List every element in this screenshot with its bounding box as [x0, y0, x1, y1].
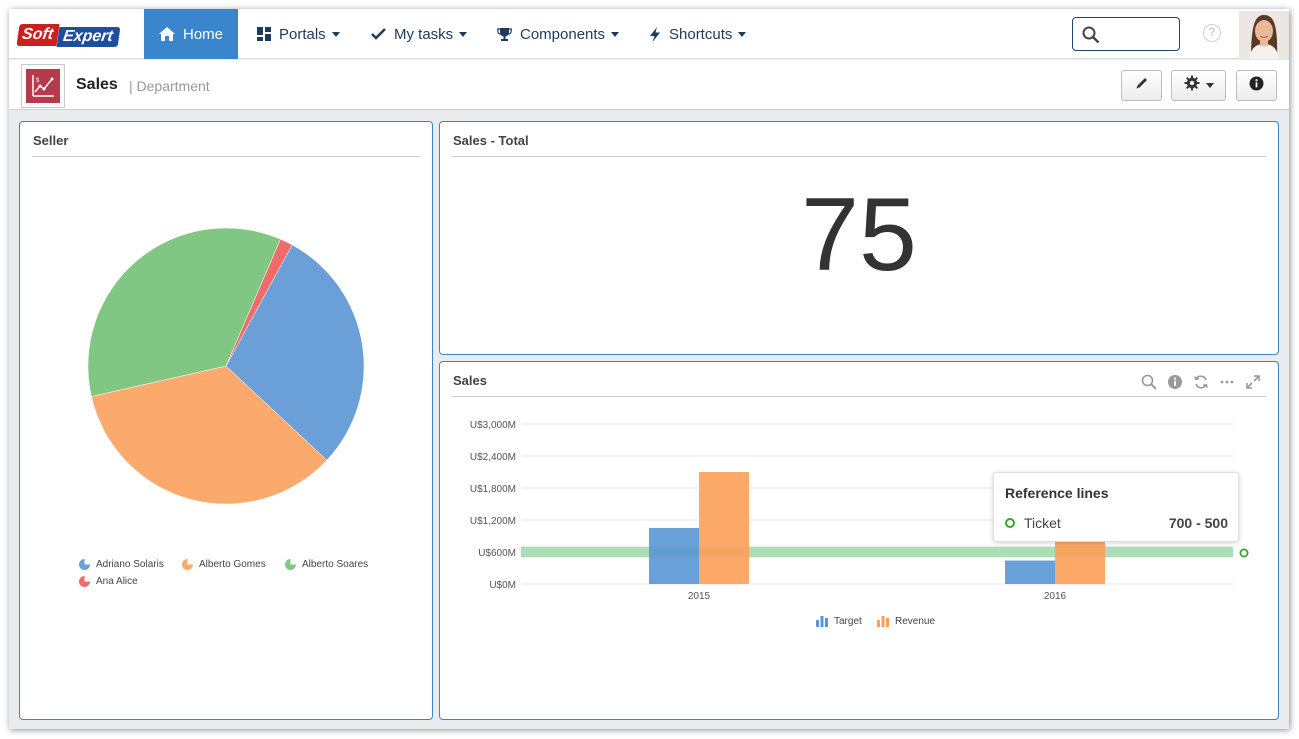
- app-window: Soft Expert Home Portals My tasks: [9, 9, 1289, 729]
- bar-chart-icon: [877, 615, 889, 627]
- gear-icon: [1184, 75, 1200, 96]
- bar-legend-label: Target: [834, 615, 862, 627]
- reference-line-marker: [1239, 548, 1249, 558]
- nav-components[interactable]: Components: [497, 9, 620, 59]
- pie-legend-item[interactable]: Ana Alice: [79, 576, 138, 587]
- series-marker-icon: [1005, 518, 1015, 528]
- panel-divider: [452, 396, 1266, 397]
- tooltip-series-value: 700 - 500: [1168, 515, 1228, 531]
- pie-slice-alberto-soares[interactable]: [87, 227, 281, 397]
- reference-line-ticket[interactable]: [521, 546, 1233, 558]
- y-tick-label: U$1,200M: [470, 516, 516, 527]
- pie-legend-label: Alberto Gomes: [199, 559, 266, 570]
- sales-total-panel-title: Sales - Total: [453, 133, 529, 148]
- chevron-down-icon: [331, 31, 340, 37]
- help-icon[interactable]: ?: [1203, 24, 1221, 42]
- panel-divider: [32, 156, 420, 157]
- pie-legend-item[interactable]: Adriano Solaris: [79, 559, 164, 570]
- info-icon[interactable]: [1166, 373, 1184, 391]
- pie-legend-label: Alberto Soares: [302, 559, 369, 570]
- bar-legend-item-target[interactable]: Target: [816, 615, 862, 627]
- panel-divider: [452, 156, 1266, 157]
- y-tick-label: U$600M: [478, 548, 516, 559]
- refresh-icon[interactable]: [1192, 373, 1210, 391]
- nav-home-label: Home: [182, 25, 223, 43]
- y-tick-label: U$2,400M: [470, 452, 516, 463]
- bar-legend-label: Revenue: [895, 615, 936, 627]
- svg-text:$: $: [36, 78, 40, 84]
- sales-bar-chart: U$0M U$600M U$1,200M U$1,800M U$2,400M U$3,00…: [470, 420, 1249, 602]
- y-tick-label: U$3,000M: [470, 420, 516, 431]
- chevron-down-icon: [738, 31, 747, 37]
- trophy-icon: [497, 27, 512, 42]
- nav-shortcuts-label: Shortcuts: [669, 25, 733, 43]
- pie-slice-adriano-solaris[interactable]: [225, 244, 365, 461]
- sales-chart-panel-title: Sales: [453, 373, 487, 388]
- home-icon: [158, 27, 175, 41]
- seller-pie-chart: [87, 227, 365, 505]
- tooltip-series-name: Ticket: [1024, 515, 1061, 531]
- bar-target-2015[interactable]: [649, 528, 699, 584]
- grid-icon: [257, 27, 271, 41]
- chevron-down-icon: [1205, 83, 1214, 88]
- nav-my-tasks-label: My tasks: [394, 25, 454, 43]
- lightning-bolt-icon: [649, 26, 661, 42]
- softexpert-logo[interactable]: Soft Expert: [16, 23, 121, 47]
- page-header: $ Sales | Department: [9, 60, 1289, 110]
- user-avatar[interactable]: [1239, 11, 1289, 59]
- nav-shortcuts[interactable]: Shortcuts: [649, 9, 747, 59]
- pie-legend-marker-icon: [79, 576, 90, 587]
- x-tick-label: 2016: [1044, 591, 1067, 602]
- pie-legend-marker-icon: [79, 559, 90, 570]
- expand-icon[interactable]: [1244, 373, 1262, 391]
- bar-legend-item-revenue[interactable]: Revenue: [877, 615, 935, 627]
- x-tick-label: 2015: [688, 591, 711, 602]
- bar-revenue-2015[interactable]: [699, 472, 749, 584]
- settings-button[interactable]: [1171, 70, 1226, 101]
- y-tick-label: U$1,800M: [470, 484, 516, 495]
- y-tick-label: U$0M: [489, 580, 516, 591]
- logo-expert: Expert: [56, 27, 121, 47]
- nav-portals[interactable]: Portals: [257, 9, 340, 59]
- bar-chart-icon: [816, 615, 828, 627]
- nav-portals-label: Portals: [279, 25, 326, 43]
- pie-legend-item[interactable]: Alberto Soares: [285, 559, 368, 570]
- seller-panel: Seller Adriano Solaris Alberto Gomes Alb…: [19, 121, 433, 720]
- pie-slice-ana-alice[interactable]: [225, 238, 293, 367]
- nav-home[interactable]: Home: [144, 9, 238, 59]
- page-subtitle: | Department: [129, 78, 210, 94]
- seller-panel-title: Seller: [33, 133, 69, 148]
- sales-total-panel: Sales - Total 75: [439, 121, 1279, 355]
- chevron-down-icon: [459, 31, 468, 37]
- pie-legend-item[interactable]: Alberto Gomes: [182, 559, 266, 570]
- sales-chart-panel: Sales U$0M U$600M U$1,200M U$1,800M U$2,400M…: [439, 361, 1279, 720]
- page-title: Sales: [76, 76, 118, 93]
- nav-my-tasks[interactable]: My tasks: [371, 9, 468, 59]
- top-navbar: Soft Expert Home Portals My tasks: [9, 9, 1289, 59]
- info-button[interactable]: [1236, 70, 1277, 101]
- pie-legend-marker-icon: [182, 559, 193, 570]
- pie-legend-label: Ana Alice: [96, 576, 138, 587]
- pie-legend-marker-icon: [285, 559, 296, 570]
- analytics-chart-icon: $: [21, 64, 65, 108]
- zoom-icon[interactable]: [1140, 373, 1158, 391]
- info-icon: [1249, 76, 1264, 96]
- reference-lines-tooltip: Reference lines Ticket 700 - 500: [993, 472, 1239, 542]
- tooltip-title: Reference lines: [1005, 485, 1109, 501]
- search-icon: [1082, 26, 1100, 49]
- bar-revenue-2016[interactable]: [1055, 541, 1105, 584]
- logo-soft: Soft: [16, 24, 60, 46]
- pie-slice-alberto-gomes[interactable]: [91, 365, 328, 505]
- search-input[interactable]: [1072, 17, 1180, 51]
- nav-components-label: Components: [520, 25, 606, 43]
- sales-total-value: 75: [801, 177, 917, 293]
- pie-legend-label: Adriano Solaris: [96, 559, 164, 570]
- bar-target-2016[interactable]: [1005, 560, 1055, 584]
- pencil-icon: [1135, 76, 1149, 95]
- checkmark-icon: [371, 28, 386, 40]
- chevron-down-icon: [611, 31, 620, 37]
- edit-button[interactable]: [1121, 70, 1162, 101]
- more-options-icon[interactable]: [1218, 373, 1236, 391]
- panel-toolbar: [1140, 373, 1262, 391]
